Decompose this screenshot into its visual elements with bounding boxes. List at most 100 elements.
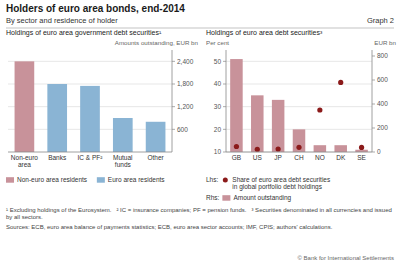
bar	[15, 61, 35, 152]
tick-mark	[372, 104, 375, 105]
category-label: NO	[315, 154, 325, 161]
tick-mark	[172, 106, 175, 107]
tick-mark	[172, 129, 175, 130]
tick-mark	[372, 128, 375, 129]
tick-label: 2,400	[177, 58, 194, 65]
subtitle: By sector and residence of holder	[6, 16, 118, 25]
tick-label: 30	[214, 103, 222, 110]
bar	[334, 145, 347, 152]
legend-prefix: Rhs:	[206, 194, 220, 201]
legend-swatch	[97, 177, 105, 183]
axis-label: Amounts outstanding, EUR bn	[115, 39, 199, 46]
point	[359, 145, 364, 150]
text-line: DK	[336, 154, 346, 161]
text-line: 600	[377, 76, 388, 83]
text-line: Holders of euro area bonds, end-2014	[6, 3, 185, 14]
point	[317, 107, 322, 112]
bar	[146, 122, 166, 152]
tick-label: 1,200	[177, 103, 194, 110]
y-axis	[226, 50, 227, 152]
text-line: funds	[115, 161, 132, 168]
text-line: 50	[214, 58, 222, 65]
text-line: Other	[147, 154, 164, 161]
point	[234, 144, 239, 149]
panel-title: Holdings of euro area debt securities³	[206, 29, 323, 37]
tick-mark	[372, 56, 375, 57]
tick-label: 10	[214, 148, 222, 155]
tick-label: 1,800	[177, 80, 194, 87]
legend-swatch	[223, 178, 228, 183]
legend-label: Non-euro area residents	[17, 176, 88, 183]
text-line: 40	[214, 80, 222, 87]
tick-label: 200	[377, 124, 388, 131]
category-label: Banks	[48, 154, 67, 161]
text-line: Euro area residents	[108, 176, 165, 183]
y2-axis	[372, 50, 373, 152]
text-line: by all sectors.	[6, 214, 43, 220]
text-line: Banks	[48, 154, 67, 161]
tick-mark	[223, 106, 226, 107]
category-label: US	[253, 154, 263, 161]
panel: Holdings of euro area debt securities³ Pe…	[206, 29, 397, 202]
axis-label: Per cent	[206, 39, 229, 46]
text-line: 1,200	[177, 103, 194, 110]
bar	[80, 86, 100, 152]
text-line: area	[18, 161, 31, 168]
text-line: Non-euro	[11, 154, 38, 161]
tick-mark	[172, 61, 175, 62]
grid-line	[226, 84, 372, 85]
legend-label: Share of euro area debt securitiesin glo…	[232, 176, 331, 191]
point	[338, 80, 343, 85]
text-line: 1,800	[177, 80, 194, 87]
text-line: 400	[377, 100, 388, 107]
panel: Holdings of euro area government debt se…	[6, 29, 199, 183]
tick-label: 800	[377, 52, 388, 59]
category-label: DK	[336, 154, 346, 161]
point	[296, 145, 301, 150]
text-line: Sources: ECB, euro area balance of payme…	[6, 224, 333, 230]
category-label: SE	[357, 154, 366, 161]
marks	[15, 61, 166, 152]
legend-item: Euro area residents	[97, 176, 165, 183]
tick-label: 50	[214, 58, 222, 65]
tick-label: 40	[214, 80, 222, 87]
legend-label: Amount outstanding	[233, 194, 291, 202]
legend-swatch	[222, 195, 230, 201]
tick-label: 600	[377, 76, 388, 83]
point	[276, 146, 281, 151]
text-line: 10	[214, 148, 222, 155]
category-label: Non-euroarea	[11, 154, 38, 168]
footnote: ¹ Excluding holdings of the Eurosystem. …	[6, 207, 392, 220]
x-axis	[226, 152, 372, 153]
text-line: GB	[232, 154, 241, 161]
point	[255, 147, 260, 152]
bar	[47, 84, 67, 152]
text-line: Graph 2	[367, 16, 394, 25]
text-line: 800	[377, 52, 388, 59]
text-line: Share of euro area debt securities	[232, 176, 331, 183]
tick-mark	[223, 129, 226, 130]
category-label: Mutualfunds	[113, 154, 133, 168]
legend-prefix: Lhs:	[206, 176, 218, 183]
grid-line	[226, 106, 372, 107]
text-line: EUR bn	[374, 39, 396, 46]
text-line: in global portfolio debt holdings	[232, 183, 322, 191]
category-label: GB	[232, 154, 241, 161]
bar	[15, 61, 35, 62]
text-line: Rhs:	[206, 194, 220, 201]
text-line: 30	[214, 103, 222, 110]
text-line: NO	[315, 154, 325, 161]
category-label: CH	[294, 154, 304, 161]
category-label: IC & PF²	[78, 154, 104, 161]
tick-mark	[223, 61, 226, 62]
text-line: 2,400	[177, 58, 194, 65]
title: Holders of euro area bonds, end-2014	[6, 3, 185, 14]
legend-item: Lhs: Share of euro area debt securitiesin…	[206, 176, 331, 191]
axis-label: EUR bn	[374, 39, 396, 46]
copyright: © Bank for International Settlements	[298, 255, 394, 261]
text-line: Amount outstanding	[233, 194, 291, 202]
text-line: By sector and residence of holder	[6, 16, 118, 25]
tick-mark	[172, 84, 175, 85]
tick-label: 20	[214, 126, 222, 133]
tick-mark	[372, 80, 375, 81]
